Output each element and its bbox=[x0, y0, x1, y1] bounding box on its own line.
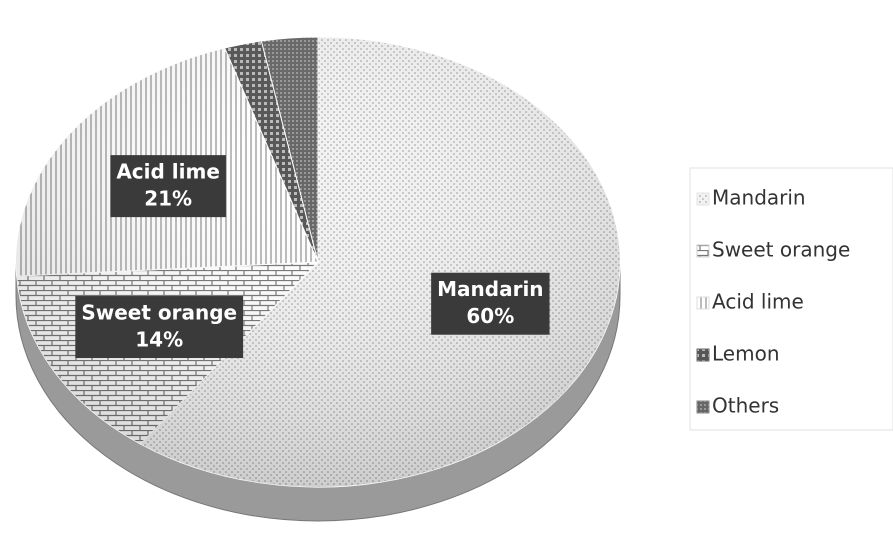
legend-marker bbox=[696, 400, 710, 414]
legend-marker bbox=[696, 296, 710, 310]
legend-marker bbox=[696, 192, 710, 206]
legend-label: Lemon bbox=[712, 342, 780, 366]
legend-label: Others bbox=[712, 394, 779, 418]
data-label-box bbox=[431, 272, 550, 335]
data-label-value: 21% bbox=[144, 187, 192, 211]
legend-box bbox=[689, 167, 893, 431]
data-label-value: 60% bbox=[466, 304, 514, 328]
data-label: Sweet orange 14% bbox=[75, 296, 244, 359]
legend-marker bbox=[696, 244, 710, 258]
data-label-name: Acid lime bbox=[116, 160, 220, 184]
legend-label: Acid lime bbox=[712, 290, 804, 314]
legend: Mandarin Sweet orange Acid lime Lemon Others bbox=[696, 186, 850, 418]
data-label-value: 14% bbox=[135, 328, 183, 352]
data-label-name: Sweet orange bbox=[81, 301, 237, 325]
legend-label: Mandarin bbox=[712, 186, 806, 210]
data-label: Acid lime 21% bbox=[110, 155, 226, 218]
data-label-box bbox=[110, 155, 226, 218]
legend-label: Sweet orange bbox=[712, 238, 850, 262]
data-label-name: Mandarin bbox=[437, 277, 543, 301]
legend-marker bbox=[696, 348, 710, 362]
pie-shade bbox=[16, 37, 620, 487]
data-label: Mandarin 60% bbox=[431, 272, 550, 335]
data-label-box bbox=[75, 296, 244, 359]
